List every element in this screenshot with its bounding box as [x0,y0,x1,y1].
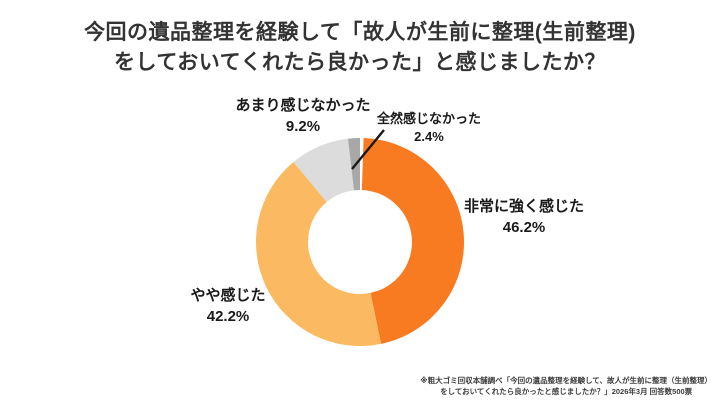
donut-slice-1 [255,162,382,347]
slice-percent: 46.2% [502,219,546,236]
slice-percent: 42.2% [206,308,250,325]
label-hijouni-tsuyoku-kanjita: 非常に強く感じた 46.2% [464,196,584,238]
slice-percent: 2.4% [414,128,444,144]
label-amari-kanjinakatta: あまり感じなかった 9.2% [235,95,370,137]
chart-title: 今回の遺品整理を経験して「故人が生前に整理(生前整理) をしておいてくれたら良か… [84,21,636,75]
slice-label: やや感じた [190,287,266,304]
slice-percent: 9.2% [285,118,321,135]
donut-slice-2 [293,138,354,203]
donut-slice-3 [347,138,360,191]
leader-line [351,129,385,170]
slice-label: 非常に強く感じた [463,198,585,215]
label-zenzen-kanjinakatta: 全然感じなかった 2.4% [377,110,481,145]
source-footnote: ※粗大ゴミ回収本舗調べ「今回の遺品整理を経験して、故人が生前に整理（生前整理） … [420,375,712,397]
slice-label: 全然感じなかった [376,111,482,126]
slice-label: あまり感じなかった [235,97,371,114]
donut-slice-0 [361,138,465,344]
donut-slices [255,138,465,347]
label-yaya-kanjita: やや感じた 42.2% [190,285,265,327]
